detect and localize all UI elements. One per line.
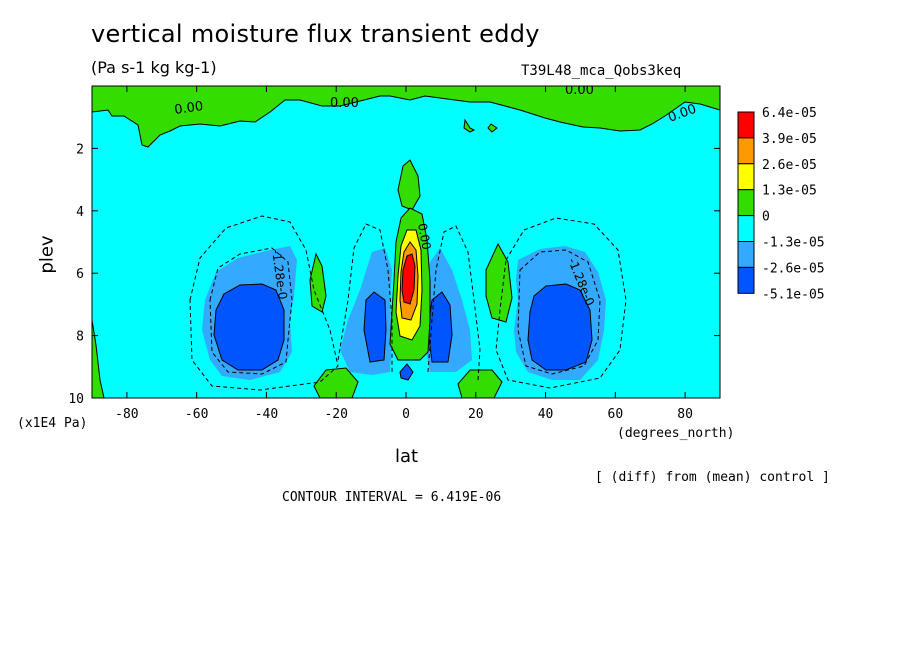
contour-label: 0.00 <box>415 222 433 251</box>
run-name: T39L48_mca_Qobs3keq <box>521 63 682 79</box>
y-tick-label: 4 <box>76 205 84 220</box>
northern-negative-cell-inner <box>527 283 593 371</box>
y-tick-label: 10 <box>68 392 84 407</box>
contour-fills: 0.00 0.00 0.00 0.00 -1.28e-0 -1.28e-0 0.… <box>92 83 720 398</box>
x-tick-label: 0 <box>402 407 410 422</box>
contour-label: -1.28e-0 <box>269 248 290 300</box>
edge-positive-region <box>92 319 105 398</box>
south-positive-streak <box>309 252 327 313</box>
equatorial-dashed-contour <box>427 225 481 381</box>
x-axis-label: lat <box>395 446 419 467</box>
diff-note: [ (diff) from (mean) control ] <box>595 470 830 485</box>
colorbar-label: 6.4e-05 <box>762 106 817 121</box>
colorbar: 6.4e-05 3.9e-05 2.6e-05 1.3e-05 0 -1.3e-05 -2.… <box>737 106 825 302</box>
y-tick-label: 8 <box>76 330 84 345</box>
y-axis: 2 4 6 8 10 <box>68 142 720 407</box>
southern-dashed-contour <box>209 247 293 375</box>
colorbar-label: 2.6e-05 <box>762 158 817 173</box>
colorbar-swatch <box>737 137 755 165</box>
tropical-red-core <box>401 253 416 305</box>
colorbar-swatch <box>737 163 755 191</box>
y-tick-label: 2 <box>76 142 84 157</box>
contour-interval: CONTOUR INTERVAL = 6.419E-06 <box>282 490 502 505</box>
bottom-south-positive-patch <box>313 367 359 398</box>
colorbar-swatch <box>737 241 755 268</box>
colorbar-label: -5.1e-05 <box>762 287 825 302</box>
colorbar-swatch <box>737 189 755 217</box>
y-axis-units: (x1E4 Pa) <box>17 416 88 431</box>
chart-title: vertical moisture flux transient eddy <box>91 20 540 48</box>
x-tick-label: 80 <box>677 407 693 422</box>
contour-label: 0.00 <box>330 96 359 111</box>
bottom-north-positive-patch <box>457 369 503 398</box>
small-positive-patch <box>487 123 498 133</box>
x-tick-label: -60 <box>185 407 208 422</box>
upper-tropical-positive-patch <box>397 159 421 211</box>
x-tick-label: 20 <box>468 407 484 422</box>
colorbar-label: 3.9e-05 <box>762 132 817 147</box>
colorbar-label: 1.3e-05 <box>762 184 817 199</box>
upper-positive-region <box>92 86 720 148</box>
contour-label: 0.00 <box>565 83 594 98</box>
colorbar-label: -1.3e-05 <box>762 236 825 251</box>
contour-label: 0.00 <box>173 99 204 118</box>
x-axis: -80 -60 -40 -20 0 20 40 60 80 <box>115 86 693 422</box>
chart-subtitle: (Pa s-1 kg kg-1) <box>91 58 217 77</box>
south-equator-negative-cell-inner <box>363 291 387 363</box>
x-tick-label: -40 <box>255 407 278 422</box>
southern-dashed-contour <box>189 215 339 391</box>
colorbar-swatch <box>737 215 755 243</box>
colorbar-swatch <box>737 266 755 294</box>
southern-negative-cell-inner <box>213 283 285 371</box>
equatorial-dashed-contour <box>337 223 393 372</box>
small-positive-patch <box>463 118 476 133</box>
colorbar-label: -2.6e-05 <box>762 261 825 276</box>
bottom-negative-patch <box>399 363 414 381</box>
colorbar-swatch <box>737 111 755 139</box>
x-axis-units: (degrees_north) <box>617 426 735 441</box>
colorbar-label: 0 <box>762 210 770 225</box>
x-tick-label: -80 <box>115 407 138 422</box>
x-tick-label: -20 <box>324 407 347 422</box>
x-tick-label: 60 <box>608 407 624 422</box>
x-tick-label: 40 <box>538 407 554 422</box>
northern-dashed-contour <box>517 249 601 375</box>
y-tick-label: 6 <box>76 267 84 282</box>
